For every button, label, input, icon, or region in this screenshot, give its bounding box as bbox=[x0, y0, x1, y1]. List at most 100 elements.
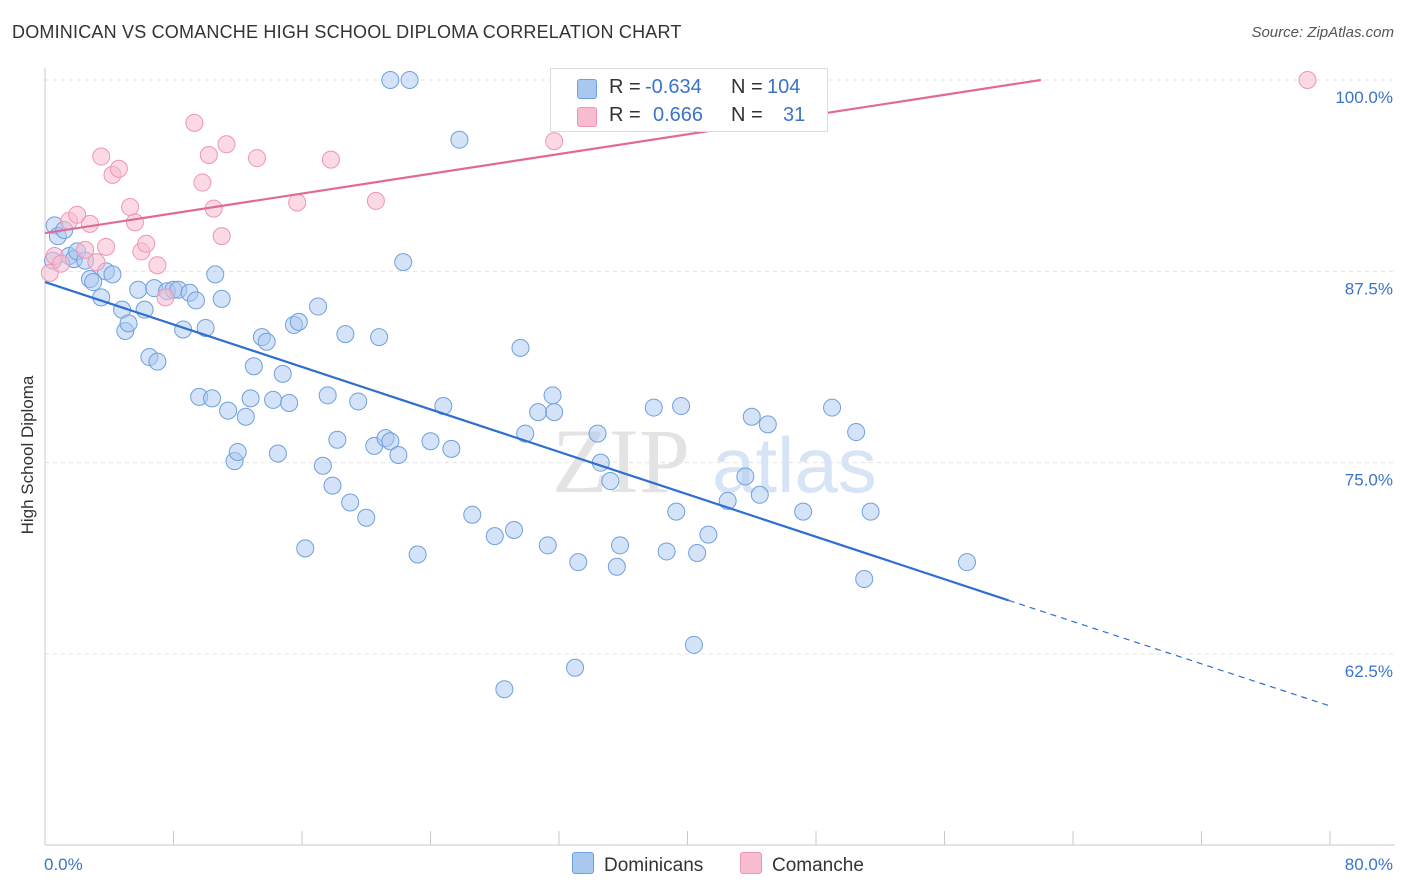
dominicans-point bbox=[206, 265, 225, 284]
dominicans-point bbox=[699, 525, 718, 544]
dominicans-point bbox=[511, 338, 530, 357]
dominicans-point bbox=[328, 430, 347, 449]
tick-labels: 62.5% 75.0% 87.5% 100.0% 0.0% 80.0% bbox=[44, 88, 1393, 874]
dominicans-point bbox=[672, 397, 691, 416]
dominicans-point bbox=[485, 527, 504, 546]
dominicans-point bbox=[119, 314, 138, 333]
dominicans-point bbox=[357, 508, 376, 527]
r-label: R = bbox=[609, 76, 641, 98]
dominicans-point bbox=[794, 502, 813, 521]
dominicans-legend-swatch bbox=[572, 852, 594, 874]
watermark-zip: ZIP bbox=[552, 410, 690, 512]
dominicans-point bbox=[244, 357, 263, 376]
legend-item-dominicans: Dominicans bbox=[572, 852, 703, 877]
dominicans-point bbox=[611, 536, 630, 555]
dominicans-point bbox=[688, 543, 707, 562]
dominicans-point bbox=[148, 352, 167, 371]
dominicans-point bbox=[394, 253, 413, 272]
dominicans-point bbox=[450, 130, 469, 149]
dominicans-point bbox=[289, 312, 308, 331]
comanche-point bbox=[248, 149, 267, 168]
correlation-legend: R = -0.634 N = 104 R = 0.666 N = 31 bbox=[550, 68, 828, 132]
comanche-point bbox=[80, 214, 99, 233]
comanche-point bbox=[109, 159, 128, 178]
comanche-point bbox=[212, 227, 231, 246]
dominicans-point bbox=[323, 476, 342, 495]
dominicans-point bbox=[421, 432, 440, 451]
n-value: 31 bbox=[783, 104, 806, 126]
x-tick-label: 80.0% bbox=[1345, 855, 1393, 874]
comanche-point bbox=[52, 254, 71, 273]
dominicans-point bbox=[607, 557, 626, 576]
dominicans-point bbox=[543, 386, 562, 405]
dominicans-points bbox=[44, 71, 976, 699]
dominicans-point bbox=[370, 328, 389, 347]
dominicans-trend-line bbox=[44, 281, 1010, 602]
dominicans-point bbox=[203, 389, 222, 408]
dominicans-point bbox=[957, 553, 976, 572]
dominicans-point bbox=[129, 280, 148, 299]
dominicans-point bbox=[400, 71, 419, 89]
comanche-point bbox=[185, 113, 204, 132]
dominicans-point bbox=[309, 297, 328, 316]
comanche-point bbox=[76, 240, 95, 259]
comanche-swatch bbox=[577, 107, 597, 127]
y-tick-label: 62.5% bbox=[1345, 662, 1393, 681]
dominicans-point bbox=[341, 493, 360, 512]
dominicans-point bbox=[657, 542, 676, 561]
trend-lines bbox=[44, 78, 1331, 707]
y-tick-label: 75.0% bbox=[1345, 471, 1393, 490]
dominicans-point bbox=[257, 332, 276, 351]
dominicans-swatch bbox=[577, 79, 597, 99]
dominicans-point bbox=[847, 423, 866, 442]
dominicans-point bbox=[742, 407, 761, 426]
dominicans-point bbox=[381, 71, 400, 89]
legend-row-dominicans: R = -0.634 N = 104 bbox=[551, 73, 827, 103]
dominicans-point bbox=[236, 407, 255, 426]
y-tick-label: 100.0% bbox=[1335, 88, 1393, 107]
dominicans-point bbox=[667, 502, 686, 521]
comanche-point bbox=[148, 256, 167, 275]
dominicans-point bbox=[684, 635, 703, 654]
dominicans-point bbox=[212, 289, 231, 308]
dominicans-point bbox=[750, 485, 769, 504]
comanche-point bbox=[288, 193, 307, 212]
dominicans-point bbox=[84, 273, 103, 292]
comanche-point bbox=[121, 198, 140, 217]
dominicans-point bbox=[758, 415, 777, 434]
comanche-legend-swatch bbox=[740, 852, 762, 874]
dominicans-point bbox=[336, 325, 355, 344]
dominicans-point bbox=[313, 456, 332, 475]
dominicans-point bbox=[644, 398, 663, 417]
dominicans-point bbox=[505, 521, 524, 540]
dominicans-point bbox=[516, 424, 535, 443]
dominicans-point bbox=[389, 446, 408, 465]
comanche-point bbox=[1298, 71, 1317, 89]
r-value: 0.666 bbox=[653, 104, 704, 126]
dominicans-point bbox=[273, 364, 292, 383]
comanche-point bbox=[137, 234, 156, 253]
dominicans-point bbox=[228, 442, 247, 461]
dominicans-point bbox=[566, 658, 585, 677]
comanche-point bbox=[199, 146, 218, 165]
dominicans-point bbox=[264, 390, 283, 409]
dominicans-point bbox=[545, 403, 564, 422]
comanche-point bbox=[125, 213, 144, 232]
dominicans-point bbox=[855, 569, 874, 588]
comanche-point bbox=[92, 147, 111, 166]
dominicans-point bbox=[280, 393, 299, 412]
comanche-trend-line bbox=[44, 78, 1042, 235]
dominicans-point bbox=[538, 536, 557, 555]
n-label: N = bbox=[731, 76, 763, 98]
legend-item-comanche: Comanche bbox=[740, 852, 864, 877]
dominicans-point bbox=[529, 403, 548, 422]
x-tick-label: 0.0% bbox=[44, 855, 83, 874]
comanche-point bbox=[545, 132, 564, 151]
comanche-point bbox=[193, 173, 212, 192]
dominicans-point bbox=[601, 472, 620, 491]
comanche-point bbox=[366, 191, 385, 210]
dominicans-point bbox=[495, 680, 514, 699]
legend-row-comanche: R = 0.666 N = 31 bbox=[551, 101, 827, 131]
dominicans-point bbox=[268, 444, 287, 463]
